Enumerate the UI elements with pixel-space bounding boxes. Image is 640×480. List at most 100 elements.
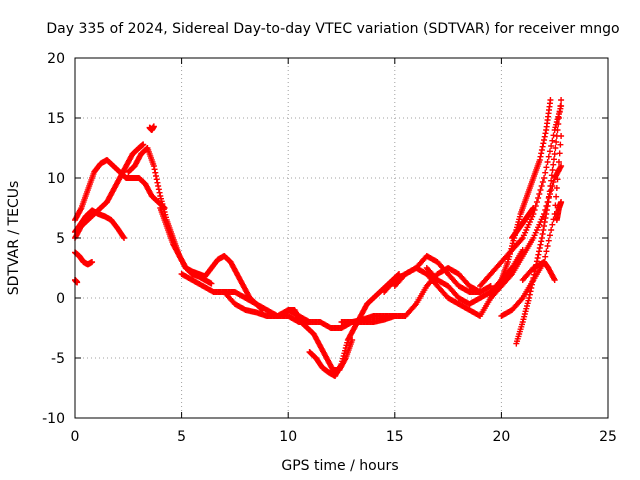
data-point <box>553 139 560 145</box>
data-point <box>548 172 555 179</box>
x-tick-label: 0 <box>71 429 80 445</box>
data-points <box>72 97 565 379</box>
data-point <box>542 169 549 176</box>
x-tick-label: 10 <box>279 429 297 445</box>
data-point <box>538 147 545 153</box>
data-point <box>536 191 543 197</box>
y-tick-label: 20 <box>47 51 65 67</box>
data-point <box>546 188 553 195</box>
data-point <box>554 176 561 183</box>
data-point <box>539 143 546 150</box>
data-point <box>538 183 545 189</box>
data-point <box>150 123 157 130</box>
data-point <box>533 258 540 265</box>
data-point <box>555 167 562 174</box>
data-point <box>151 166 158 173</box>
data-point <box>150 163 157 169</box>
data-point <box>541 133 548 140</box>
data-point <box>555 115 562 121</box>
data-point <box>541 175 548 181</box>
data-point <box>550 156 557 163</box>
data-point <box>530 275 537 281</box>
data-point <box>535 251 542 258</box>
x-tick-label: 20 <box>492 429 510 445</box>
data-point <box>540 140 547 147</box>
data-point <box>531 268 538 275</box>
data-point <box>527 288 534 295</box>
data-point <box>154 179 161 186</box>
data-point <box>208 280 215 287</box>
data-point <box>530 205 537 211</box>
series-arc-14 <box>381 253 494 295</box>
chart-title: Day 335 of 2024, Sidereal Day-to-day VTE… <box>46 21 619 37</box>
series-arc-23 <box>498 97 554 283</box>
data-point <box>153 176 160 183</box>
series-arc-2 <box>72 141 147 241</box>
data-point <box>549 221 556 228</box>
data-point <box>553 193 560 200</box>
data-point <box>557 103 564 109</box>
data-point <box>548 177 555 184</box>
data-point <box>538 235 545 241</box>
data-point <box>548 143 555 149</box>
data-point <box>89 259 96 265</box>
data-point <box>537 153 544 160</box>
data-point <box>545 153 552 160</box>
data-point <box>552 145 559 151</box>
x-axis-label: GPS time / hours <box>281 458 398 474</box>
data-point <box>542 215 549 221</box>
data-point <box>528 285 535 291</box>
data-point <box>544 243 551 249</box>
data-point <box>543 164 550 171</box>
data-point <box>547 183 554 189</box>
data-point <box>152 169 159 176</box>
data-point <box>533 199 540 205</box>
data-point <box>538 150 545 157</box>
data-point <box>544 159 551 165</box>
data-point <box>541 223 548 229</box>
data-point <box>550 161 557 168</box>
series-arc-5 <box>72 277 81 286</box>
data-point <box>536 248 543 255</box>
data-point <box>553 185 560 191</box>
data-point <box>541 219 548 225</box>
x-tick-label: 25 <box>599 429 617 445</box>
data-point <box>539 231 546 237</box>
data-point <box>543 207 550 213</box>
data-point <box>539 179 546 185</box>
series-arc-7 <box>146 123 157 133</box>
data-point <box>531 271 538 278</box>
series-arc-24 <box>509 205 537 241</box>
data-point <box>533 261 540 268</box>
data-point <box>555 121 562 127</box>
data-point <box>551 151 558 157</box>
data-point <box>526 295 533 301</box>
data-point <box>556 109 563 115</box>
data-point <box>155 186 162 193</box>
data-point <box>540 227 547 233</box>
y-tick-label: 0 <box>56 291 65 307</box>
data-point <box>526 291 533 298</box>
data-point <box>541 137 548 143</box>
data-point <box>558 97 565 103</box>
data-point <box>534 255 541 261</box>
data-point <box>546 148 553 155</box>
x-tick-label: 15 <box>386 429 404 445</box>
data-point <box>543 248 550 255</box>
y-tick-label: 5 <box>56 231 65 247</box>
data-point <box>537 241 544 248</box>
data-point <box>156 189 163 196</box>
data-point <box>547 97 554 103</box>
y-tick-label: 10 <box>47 171 65 187</box>
data-point <box>542 130 549 137</box>
tick-marks <box>74 57 609 419</box>
series-arc-21 <box>513 97 565 347</box>
series-arc-6 <box>125 145 215 287</box>
data-point <box>549 137 556 144</box>
data-point <box>544 203 551 209</box>
data-point <box>545 199 552 205</box>
data-point <box>537 187 544 193</box>
data-point <box>155 183 162 189</box>
data-point <box>553 133 560 139</box>
